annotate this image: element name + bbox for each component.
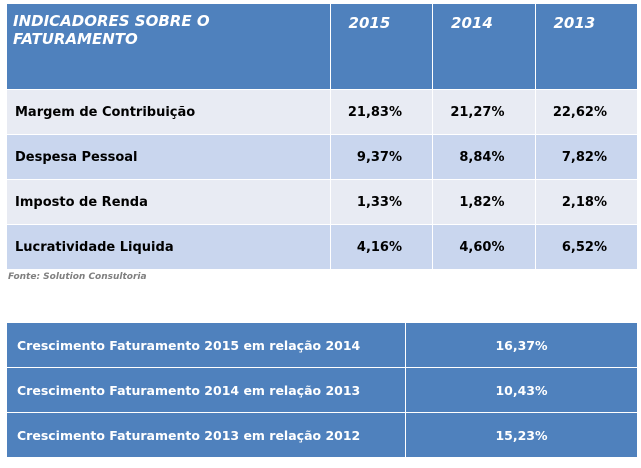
year-header-2015: 2015 xyxy=(329,3,434,90)
cell-value: 4,60% xyxy=(432,224,536,270)
cell-value: 6,52% xyxy=(534,224,638,270)
year-header-2014: 2014 xyxy=(432,3,536,90)
cell-value: 2,18% xyxy=(534,179,638,225)
cell-value: 8,84% xyxy=(432,134,536,180)
table-row: Crescimento Faturamento 2015 em relação … xyxy=(6,322,638,368)
row-label: Imposto de Renda xyxy=(6,179,331,225)
cell-value: 10,43% xyxy=(405,367,638,413)
row-label: Crescimento Faturamento 2013 em relação … xyxy=(6,412,406,458)
cell-value: 7,82% xyxy=(534,134,638,180)
cell-value: 4,16% xyxy=(329,224,434,270)
table-row: Crescimento Faturamento 2013 em relação … xyxy=(6,412,638,458)
indicators-header-title: INDICADORES SOBRE O FATURAMENTO xyxy=(6,3,331,90)
table-row: Margem de Contribuição 21,83% 21,27% 22,… xyxy=(6,89,638,135)
year-header-2013: 2013 xyxy=(534,3,638,90)
cell-value: 15,23% xyxy=(405,412,638,458)
table-row: Imposto de Renda 1,33% 1,82% 2,18% xyxy=(6,179,638,225)
row-label: Lucratividade Liquida xyxy=(6,224,331,270)
row-label: Crescimento Faturamento 2015 em relação … xyxy=(6,322,406,368)
row-label: Crescimento Faturamento 2014 em relação … xyxy=(6,367,406,413)
table-row: Crescimento Faturamento 2014 em relação … xyxy=(6,367,638,413)
source-note: Fonte: Solution Consultoria xyxy=(8,272,147,282)
indicators-table: INDICADORES SOBRE O FATURAMENTO 2015 201… xyxy=(6,3,638,270)
row-label: Margem de Contribuição xyxy=(6,89,331,135)
cell-value: 16,37% xyxy=(405,322,638,368)
row-label: Despesa Pessoal xyxy=(6,134,331,180)
cell-value: 1,33% xyxy=(329,179,434,225)
indicators-header-row: INDICADORES SOBRE O FATURAMENTO 2015 201… xyxy=(6,3,638,90)
table-row: Despesa Pessoal 9,37% 8,84% 7,82% xyxy=(6,134,638,180)
cell-value: 21,83% xyxy=(329,89,434,135)
table-row: Lucratividade Liquida 4,16% 4,60% 6,52% xyxy=(6,224,638,270)
cell-value: 1,82% xyxy=(432,179,536,225)
cell-value: 21,27% xyxy=(432,89,536,135)
cell-value: 9,37% xyxy=(329,134,434,180)
cell-value: 22,62% xyxy=(534,89,638,135)
growth-table: Crescimento Faturamento 2015 em relação … xyxy=(6,322,638,458)
